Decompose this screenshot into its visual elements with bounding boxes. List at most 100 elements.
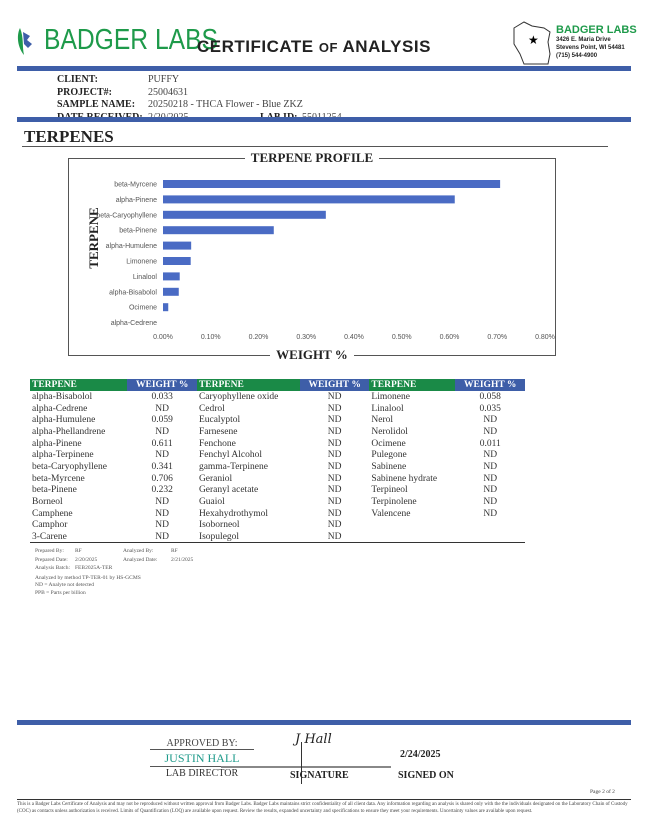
category-label: alpha-Bisabolol xyxy=(109,289,157,296)
chart-frame xyxy=(68,158,556,356)
terpene-table: TERPENE WEIGHT % TERPENE WEIGHT % TERPENE W… xyxy=(30,379,525,544)
signed-on-label: SIGNED ON xyxy=(398,770,454,781)
table-row: alpha-Pinene 0.611 Fenchone ND Ocimene 0.011 xyxy=(30,438,525,450)
weight-cell: ND xyxy=(483,497,498,508)
weight-cell: ND xyxy=(155,426,170,437)
approved-by-label: APPROVED BY: xyxy=(150,738,254,750)
signature-image: J Hall xyxy=(295,732,332,747)
category-label: Limonene xyxy=(126,259,157,266)
weight-cell: ND xyxy=(483,508,498,519)
bar xyxy=(163,272,180,281)
terpene-cell: Borneol xyxy=(32,497,63,508)
table-row: beta-Myrcene 0.706 Geraniol ND Sabinene hydr… xyxy=(30,473,525,485)
x-axis-label: WEIGHT % xyxy=(68,347,556,363)
category-label: Ocimene xyxy=(129,305,157,312)
terpene-cell xyxy=(369,520,455,532)
terpene-cell: Eucalyptol xyxy=(198,415,241,426)
bar xyxy=(163,287,179,296)
bar xyxy=(163,226,274,235)
divider xyxy=(22,146,608,147)
terpene-cell: Ocimene xyxy=(371,438,406,449)
bar xyxy=(163,210,326,219)
terpene-cell: Isoborneol xyxy=(198,520,240,531)
page-number: Page 2 of 2 xyxy=(590,789,615,795)
divider xyxy=(17,66,631,71)
terpene-cell: Farnesene xyxy=(198,426,238,437)
weight-cell: ND xyxy=(327,485,342,496)
terpene-cell: Camphor xyxy=(32,520,68,531)
weight-cell: 0.706 xyxy=(151,473,173,484)
terpene-cell: alpha-Pinene xyxy=(32,438,82,449)
category-label: beta-Caryophyllene xyxy=(96,212,157,219)
terpene-cell: Limonene xyxy=(371,391,410,402)
chart-title: TERPENE PROFILE xyxy=(68,150,556,166)
tick-label: 0.60% xyxy=(440,334,460,341)
weight-cell: ND xyxy=(327,520,342,531)
weight-cell xyxy=(455,531,525,544)
tick-label: 0.30% xyxy=(296,334,316,341)
lab-address: BADGER LABS 3426 E. Maria Drive Stevens … xyxy=(556,24,637,59)
terpene-cell: Sabinene hydrate xyxy=(371,473,438,484)
weight-cell: ND xyxy=(483,426,498,437)
weight-cell: ND xyxy=(327,415,342,426)
tick-label: 0.50% xyxy=(392,334,412,341)
weight-cell: ND xyxy=(327,461,342,472)
table-row: alpha-Humulene 0.059 Eucalyptol ND Nerol ND xyxy=(30,414,525,426)
bar xyxy=(163,241,192,250)
weight-cell: ND xyxy=(483,415,498,426)
weight-cell: 0.035 xyxy=(479,403,501,414)
table-row: alpha-Cedrene ND Cedrol ND Linalool 0.035 xyxy=(30,403,525,415)
bar xyxy=(163,180,501,188)
terpene-cell: Sabinene xyxy=(371,461,407,472)
brand-logo: BADGER LABS xyxy=(16,24,249,57)
weight-cell: ND xyxy=(327,438,342,449)
brand-name: BADGER LABS xyxy=(44,24,218,56)
table-row: alpha-Bisabolol 0.033 Caryophyllene oxide N… xyxy=(30,391,525,403)
weight-cell: 0.058 xyxy=(479,391,501,402)
tick-label: 0.80% xyxy=(535,334,555,341)
terpene-cell: Terpinolene xyxy=(371,497,417,508)
weight-cell: ND xyxy=(483,485,498,496)
terpene-cell: alpha-Terpinene xyxy=(32,450,94,461)
terpene-cell: Caryophyllene oxide xyxy=(198,391,279,402)
weight-cell: 0.011 xyxy=(479,438,501,449)
weight-cell: ND xyxy=(483,450,498,461)
tick-label: 0.00% xyxy=(153,334,173,341)
divider xyxy=(17,117,631,122)
terpene-cell: alpha-Humulene xyxy=(32,415,96,426)
table-row: 3-Carene ND Isopulegol ND xyxy=(30,531,525,544)
table-row: Camphene ND Hexahydrothymol ND Valencene ND xyxy=(30,508,525,520)
terpene-cell: Nerol xyxy=(371,415,394,426)
category-label: Linalool xyxy=(133,274,158,281)
terpene-cell: Valencene xyxy=(371,508,411,519)
table-row: beta-Caryophyllene 0.341 gamma-Terpinene ND… xyxy=(30,461,525,473)
weight-cell: ND xyxy=(155,450,170,461)
weight-cell: ND xyxy=(155,403,170,414)
divider xyxy=(301,742,302,784)
terpene-cell: Fenchyl Alcohol xyxy=(198,450,263,461)
weight-cell: ND xyxy=(327,450,342,461)
disclaimer: This is a Badger Labs Certificate of Ana… xyxy=(17,799,631,815)
terpene-cell: Geraniol xyxy=(198,473,233,484)
tick-label: 0.40% xyxy=(344,334,364,341)
category-label: alpha-Pinene xyxy=(116,197,157,204)
terpene-cell: Guaiol xyxy=(198,497,225,508)
terpene-cell: alpha-Phellandrene xyxy=(32,426,106,437)
terpene-cell: beta-Pinene xyxy=(32,485,77,496)
bar xyxy=(163,195,455,204)
weight-cell: ND xyxy=(155,508,170,519)
weight-cell: ND xyxy=(483,461,498,472)
terpene-cell: alpha-Cedrene xyxy=(32,403,88,414)
bar xyxy=(163,303,169,312)
weight-cell: 0.232 xyxy=(151,485,173,496)
terpene-cell xyxy=(369,531,456,544)
document-title: CERTIFICATE OF ANALYSIS xyxy=(197,37,431,56)
weight-cell: 0.033 xyxy=(151,391,173,402)
terpene-cell: Isopulegol xyxy=(196,531,300,544)
divider xyxy=(17,720,631,725)
weight-cell: ND xyxy=(127,531,197,544)
terpene-bar-chart: beta-Myrcene alpha-Pinene beta-Caryophylle… xyxy=(96,180,555,341)
table-row: beta-Pinene 0.232 Geranyl acetate ND Terpine… xyxy=(30,485,525,497)
table-row: alpha-Terpinene ND Fenchyl Alcohol ND Pulego… xyxy=(30,449,525,461)
terpene-cell: gamma-Terpinene xyxy=(198,461,268,472)
